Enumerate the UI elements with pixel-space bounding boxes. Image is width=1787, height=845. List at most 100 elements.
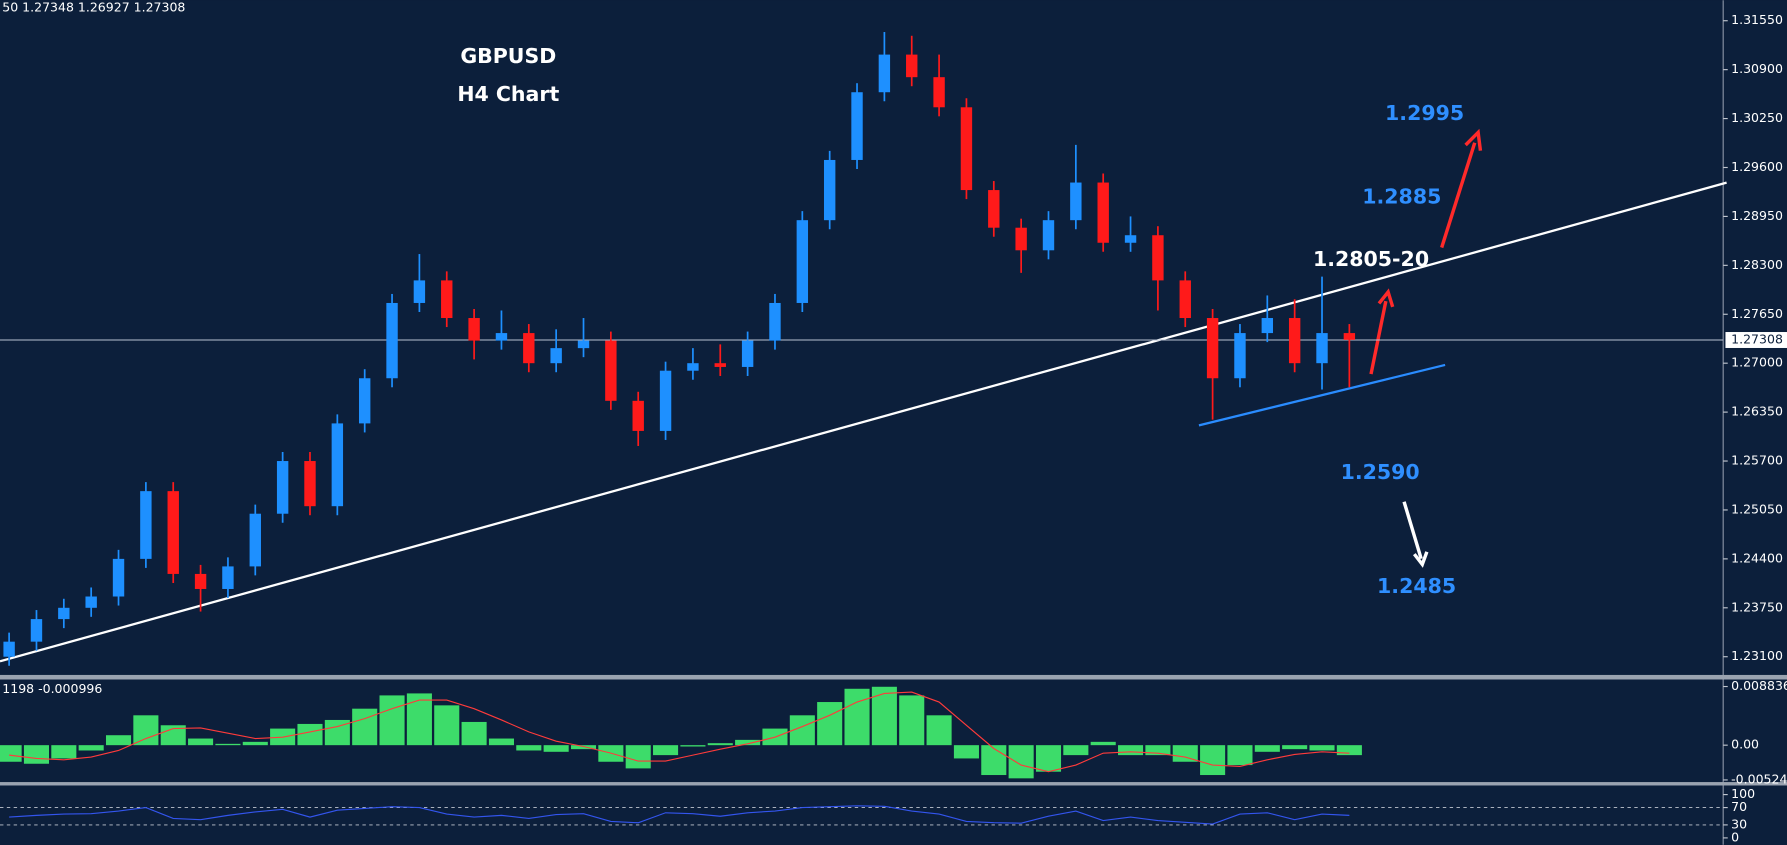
candle-body: [1070, 182, 1082, 221]
candle-body: [577, 340, 590, 349]
annotation: GBPUSD: [460, 44, 556, 68]
last-price-label: 1.27308: [1731, 332, 1783, 347]
candle-body: [1343, 333, 1356, 340]
candle-body: [1097, 182, 1109, 243]
y-tick-label: 1.23750: [1731, 599, 1783, 614]
histogram-bar: [0, 745, 22, 762]
ohlc-header: 50 1.27348 1.26927 1.27308: [2, 0, 185, 15]
histogram-bar: [1336, 745, 1362, 756]
histogram-bar: [1309, 745, 1335, 751]
histogram-bar: [680, 745, 706, 747]
candle-body: [550, 348, 562, 364]
histogram-bar: [899, 695, 925, 746]
last-price-box: [1725, 332, 1787, 348]
histogram-bar: [625, 745, 651, 769]
candle-body: [1234, 333, 1246, 379]
panel-separator: [0, 674, 1787, 680]
histogram-bar: [379, 695, 405, 746]
candle-body: [796, 220, 809, 303]
candle-body: [878, 54, 891, 93]
histogram-bar: [215, 743, 241, 746]
y-tick-label: 1.27650: [1731, 306, 1783, 321]
candle-body: [1152, 235, 1164, 281]
candle-body: [3, 641, 15, 657]
annotation: 1.2885: [1362, 184, 1441, 208]
candle-body: [906, 54, 918, 78]
candle-body: [1179, 280, 1191, 319]
histogram-bar: [1282, 745, 1308, 750]
candle-body: [1261, 318, 1274, 334]
candle-body: [960, 107, 973, 191]
candle-body: [276, 461, 289, 514]
candle-body: [194, 573, 207, 589]
y-tick-label: 1.28950: [1731, 208, 1783, 223]
histogram-bar: [543, 745, 569, 752]
candle-body: [714, 363, 726, 367]
histogram-bar: [297, 723, 323, 746]
histogram-bar: [1172, 745, 1198, 762]
annotation: 1.2485: [1377, 574, 1456, 598]
candle-body: [605, 340, 617, 401]
support-line: [1198, 363, 1446, 427]
candle-body: [249, 513, 261, 567]
candle-body: [167, 491, 179, 574]
annotation: 1.2995: [1385, 101, 1464, 125]
y-tick-label: 1.25700: [1731, 453, 1783, 468]
candle-body: [441, 280, 453, 319]
histogram-bar: [78, 745, 104, 751]
y-tick-label: 1.23100: [1731, 648, 1783, 663]
candle-body: [1316, 333, 1328, 364]
candle-body: [659, 370, 672, 431]
arrow: [1402, 501, 1423, 560]
candle-body: [687, 363, 699, 371]
y-tick-label: 30: [1731, 816, 1747, 831]
arrow-head: [1377, 288, 1395, 308]
histogram-bar: [1227, 745, 1253, 766]
y-tick-label: 0.00: [1731, 737, 1759, 752]
arrow-head: [1464, 128, 1483, 151]
histogram-bar: [570, 745, 597, 750]
trendline: [0, 181, 1727, 663]
histogram-bar: [461, 721, 487, 746]
arrow: [1440, 142, 1477, 249]
y-tick-label: 0: [1731, 829, 1739, 844]
y-tick-label: 1.27000: [1731, 355, 1783, 370]
y-tick-label: 1.31550: [1731, 12, 1783, 27]
candle-body: [851, 92, 863, 160]
y-tick-label: -0.00524: [1731, 771, 1787, 786]
candle-body: [523, 333, 535, 364]
histogram-bar: [160, 725, 186, 746]
candle-body: [495, 333, 508, 341]
histogram-bar: [516, 745, 542, 751]
y-tick-label: 1.28300: [1731, 257, 1783, 272]
histogram-bar: [188, 738, 214, 746]
candle-body: [741, 340, 754, 367]
histogram-bar: [817, 702, 843, 746]
candle-body: [1206, 318, 1219, 379]
histogram-bar: [105, 735, 132, 746]
histogram-bar: [953, 745, 979, 759]
signal-line: [9, 691, 1350, 773]
candle-body: [933, 77, 945, 108]
histogram-bar: [926, 715, 952, 746]
candle-body: [1042, 220, 1055, 251]
candle-body: [331, 423, 344, 507]
histogram-bar: [653, 745, 679, 756]
arrow: [1369, 300, 1388, 375]
macd-header: 1198 -0.000996: [2, 681, 102, 696]
histogram-bar: [1063, 745, 1089, 756]
histogram-bar: [434, 705, 460, 746]
candle-body: [30, 619, 43, 642]
candle-body: [358, 378, 371, 424]
histogram-bar: [1008, 745, 1034, 779]
histogram-bar: [735, 739, 761, 746]
histogram-bar: [1035, 745, 1062, 772]
candle-body: [222, 566, 234, 589]
histogram-bar: [871, 686, 897, 746]
candle-body: [140, 491, 152, 559]
candle-body: [988, 190, 1000, 228]
histogram-bar: [844, 688, 870, 746]
annotation: H4 Chart: [457, 82, 559, 106]
histogram-bar: [133, 715, 159, 746]
